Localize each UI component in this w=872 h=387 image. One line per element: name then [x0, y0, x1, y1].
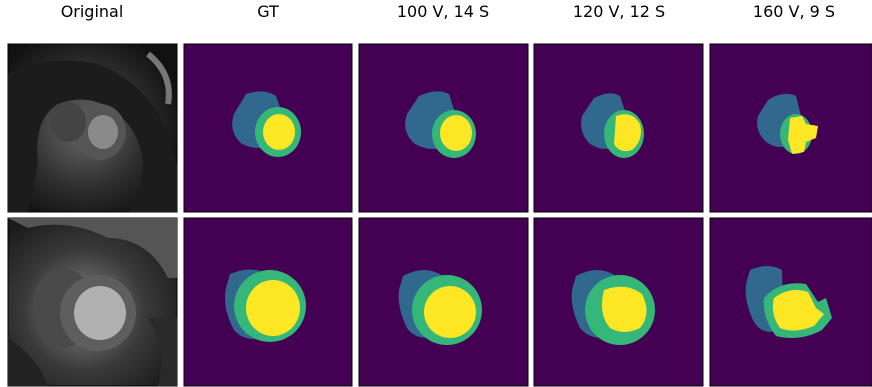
- segmentation-mask: [710, 44, 872, 212]
- segmentation-mask: [184, 44, 352, 212]
- column-titles: Original GT 100 V, 14 S 120 V, 12 S 160 …: [61, 2, 835, 21]
- column-title: Original: [61, 2, 124, 21]
- segmentation-mask: [359, 218, 528, 386]
- segmentation-mask: [534, 44, 703, 212]
- column-title: GT: [257, 2, 279, 21]
- segmentation-mask: [359, 44, 528, 212]
- figure: Original GT 100 V, 14 S 120 V, 12 S 160 …: [0, 0, 872, 387]
- segmentation-mask: [184, 218, 352, 386]
- column-title: 120 V, 12 S: [573, 2, 665, 21]
- mri-image: [8, 218, 177, 386]
- segmentation-mask: [534, 218, 703, 386]
- mri-image: [8, 44, 177, 212]
- column-title: 100 V, 14 S: [397, 2, 489, 21]
- segmentation-mask: [710, 218, 872, 386]
- column-title: 160 V, 9 S: [753, 2, 835, 21]
